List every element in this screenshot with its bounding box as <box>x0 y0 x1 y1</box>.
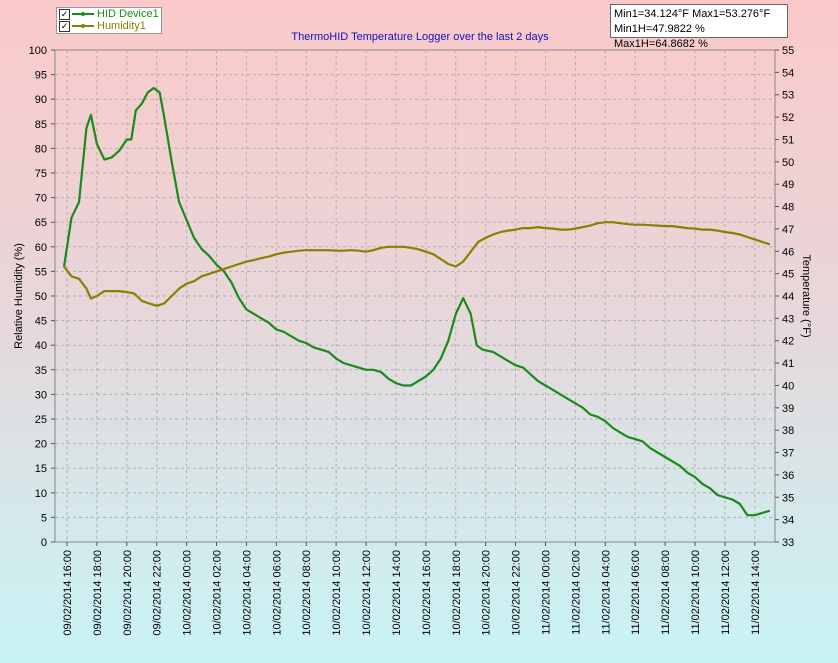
y-tick-label: 45 <box>35 316 47 328</box>
right-axis-ticks: 33 34 35 36 37 38 39 40 41 42 43 44 45 46 47 48 49 50 51 52… <box>775 45 794 549</box>
legend: ✓ HID Device1 ✓ Humidity1 <box>56 7 162 34</box>
y2-tick-label: 42 <box>782 336 794 348</box>
y-tick-label: 65 <box>35 217 47 229</box>
y-tick-label: 5 <box>41 512 47 524</box>
y2-tick-label: 43 <box>782 313 794 325</box>
y2-tick-label: 33 <box>782 537 794 549</box>
x-tick-label: 10/02/2014 14:00 <box>391 550 403 636</box>
x-tick-label: 11/02/2014 12:00 <box>720 550 732 635</box>
y-tick-label: 0 <box>41 537 47 549</box>
y2-tick-label: 48 <box>782 202 794 214</box>
x-tick-label: 10/02/2014 08:00 <box>301 550 313 636</box>
y2-tick-label: 50 <box>782 157 794 169</box>
y-tick-label: 55 <box>35 266 47 278</box>
y2-tick-label: 54 <box>782 67 794 79</box>
x-tick-label: 11/02/2014 10:00 <box>690 550 702 635</box>
y-tick-label: 35 <box>35 365 47 377</box>
y2-tick-label: 55 <box>782 45 794 57</box>
y2-tick-label: 37 <box>782 448 794 460</box>
y-tick-label: 95 <box>35 70 47 82</box>
x-tick-label: 11/02/2014 02:00 <box>570 550 582 635</box>
legend-label: HID Device1 <box>97 8 159 20</box>
checkbox-icon[interactable]: ✓ <box>59 21 70 32</box>
x-tick-label: 10/02/2014 06:00 <box>271 550 283 636</box>
y2-tick-label: 51 <box>782 134 794 146</box>
x-tick-label: 09/02/2014 22:00 <box>152 550 164 636</box>
y2-tick-label: 35 <box>782 492 794 504</box>
y-tick-label: 30 <box>35 389 47 401</box>
y-axis-label: Relative Humidity (%) <box>13 243 25 349</box>
x-tick-label: 10/02/2014 22:00 <box>511 550 523 636</box>
x-tick-label: 10/02/2014 02:00 <box>212 550 224 636</box>
x-tick-label: 10/02/2014 12:00 <box>361 550 373 636</box>
x-tick-label: 10/02/2014 18:00 <box>451 550 463 636</box>
x-tick-label: 11/02/2014 06:00 <box>630 550 642 635</box>
y-tick-label: 20 <box>35 439 47 451</box>
x-tick-label: 10/02/2014 16:00 <box>421 550 433 636</box>
y2-axis-label: Temperature (°F) <box>800 254 812 337</box>
y-tick-label: 25 <box>35 414 47 426</box>
y-tick-label: 10 <box>35 488 47 500</box>
y2-tick-label: 34 <box>782 515 794 527</box>
x-tick-label: 11/02/2014 14:00 <box>750 550 762 635</box>
y2-tick-label: 49 <box>782 179 794 191</box>
x-tick-label: 09/02/2014 16:00 <box>62 550 74 636</box>
x-axis-ticks: 09/02/2014 16:00 09/02/2014 18:00 09/02/20… <box>62 542 762 636</box>
x-tick-label: 10/02/2014 20:00 <box>481 550 493 636</box>
x-tick-label: 10/02/2014 04:00 <box>241 550 253 636</box>
y-tick-label: 100 <box>29 45 47 57</box>
y2-tick-label: 40 <box>782 380 794 392</box>
y-tick-label: 80 <box>35 143 47 155</box>
y-tick-label: 85 <box>35 119 47 131</box>
stats-humidity: Min1H=47.9822 % Max1H=64.8682 % <box>614 23 708 50</box>
y-tick-label: 90 <box>35 94 47 106</box>
series-line-humidity1 <box>63 221 771 307</box>
grid <box>55 50 775 542</box>
y-tick-label: 75 <box>35 168 47 180</box>
y2-tick-label: 45 <box>782 269 794 281</box>
legend-item-humidity1[interactable]: ✓ Humidity1 <box>57 20 161 32</box>
y-tick-label: 60 <box>35 242 47 254</box>
series-line-hid-device1 <box>62 86 771 517</box>
left-axis-ticks: 0 5 10 15 20 25 30 35 40 45 50 55 60 65 70 75 80 85 90 95 10… <box>29 45 55 549</box>
x-tick-label: 11/02/2014 00:00 <box>540 550 552 635</box>
series-line-icon <box>72 12 94 16</box>
stats-temperature: Min1=34.124°F Max1=53.276°F <box>614 8 771 20</box>
series-layer <box>62 86 771 517</box>
y2-tick-label: 39 <box>782 403 794 415</box>
y2-tick-label: 41 <box>782 358 794 370</box>
x-tick-label: 10/02/2014 10:00 <box>331 550 343 636</box>
x-tick-label: 09/02/2014 18:00 <box>92 550 104 636</box>
x-tick-label: 10/02/2014 00:00 <box>182 550 194 636</box>
x-tick-label: 11/02/2014 08:00 <box>660 550 672 635</box>
y2-tick-label: 36 <box>782 470 794 482</box>
y2-tick-label: 38 <box>782 425 794 437</box>
y-tick-label: 50 <box>35 291 47 303</box>
y-tick-label: 70 <box>35 193 47 205</box>
checkbox-icon[interactable]: ✓ <box>59 9 70 20</box>
y-tick-label: 40 <box>35 340 47 352</box>
legend-item-hid-device1[interactable]: ✓ HID Device1 <box>57 8 161 20</box>
x-tick-label: 11/02/2014 04:00 <box>600 550 612 635</box>
y2-tick-label: 46 <box>782 246 794 258</box>
y2-tick-label: 53 <box>782 90 794 102</box>
x-tick-label: 09/02/2014 20:00 <box>122 550 134 636</box>
y2-tick-label: 47 <box>782 224 794 236</box>
y2-tick-label: 52 <box>782 112 794 124</box>
series-line-icon <box>72 24 94 28</box>
y2-tick-label: 44 <box>782 291 794 303</box>
legend-label: Humidity1 <box>97 20 146 32</box>
y-tick-label: 15 <box>35 463 47 475</box>
chart-title: ThermoHID Temperature Logger over the la… <box>291 31 549 43</box>
stats-box: Min1=34.124°F Max1=53.276°F Min1H=47.982… <box>610 4 788 50</box>
